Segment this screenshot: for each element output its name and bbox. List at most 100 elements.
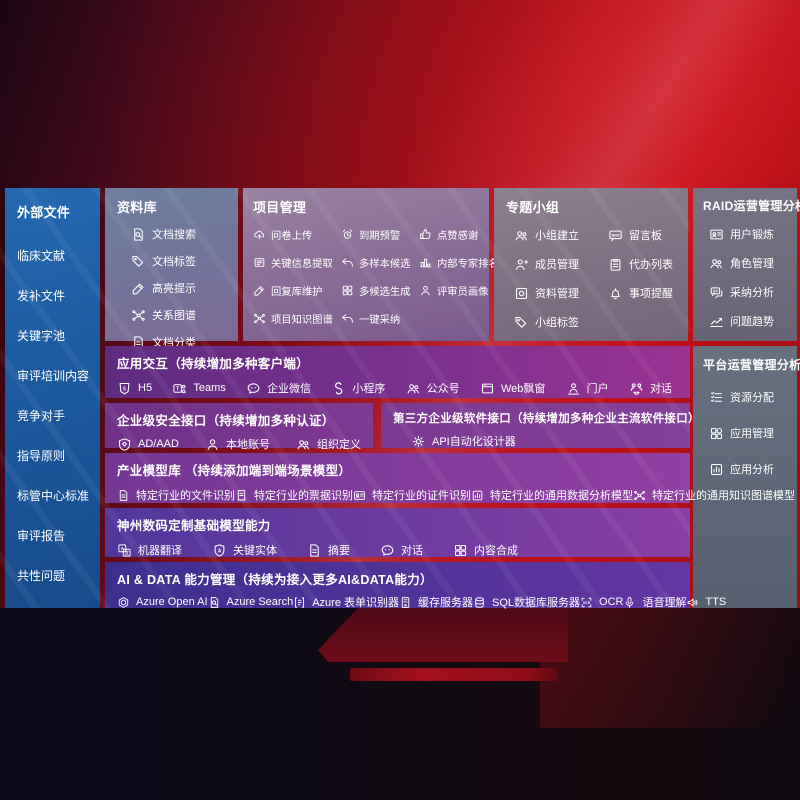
chart-frame-icon [471,489,484,502]
person-badge-icon [205,437,220,452]
chat-qa-icon [709,285,724,300]
sidebar-item-common-issues: 共性问题 [17,569,66,583]
item-label: 小程序 [352,383,386,395]
item-label: 角色管理 [730,258,774,270]
org-people-icon [296,437,311,452]
library-item: 关系图谱 [131,307,230,323]
knowledge-graph-icon [253,312,266,325]
industry-models-row: 产业模型库 （持续添加端到端场景模型） 特定行业的文件识别 特定行业的票据识别 … [105,453,795,503]
foundation-models-row: 神州数码定制基础模型能力 机器翻译 关键实体 摘要 对话 内容合成 [105,508,690,557]
item-label: 小组标签 [535,317,579,329]
item-label: 企业微信 [267,383,312,395]
list-icon [709,390,724,405]
item-label: API自动化设计器 [432,436,516,448]
h5-icon [117,381,132,396]
reply-arrow-icon [341,256,354,269]
row-title: 神州数码定制基础模型能力 [117,519,271,533]
group-item: 事项提醒 [608,285,682,301]
panel-title: 平台运营管理分析 [703,358,800,372]
app-interaction-row: 应用交互（持续增加多种客户端） H5 Teams 企业微信 小程序 公众号 We… [105,346,690,398]
document-icon [307,543,322,558]
item-label: 留言板 [629,230,662,242]
chat-bubble-icon [380,543,395,558]
item-label: 应用管理 [730,428,774,440]
sidebar-item-review-reports: 审评报告 [17,529,66,543]
panel-title: 资料库 [117,200,157,215]
sidebar-item-center-standards: 标管中心标准 [17,489,90,503]
wechat-icon [246,381,261,396]
person-plus-icon [514,257,529,272]
server-icon [399,596,412,609]
knowledge-graph-icon [131,308,146,323]
item-label: 多样本候选 [359,259,411,270]
item-label: 多候选生成 [359,287,411,298]
item-label: 到期预警 [359,231,401,242]
platform-item: 应用管理 [709,425,793,441]
item-label: 对话 [649,383,672,395]
service-item: Azure Search [208,596,293,609]
reply-arrow-icon [341,312,354,325]
item-label: 资料管理 [535,288,579,300]
raid-item: 问题趋势 [709,313,793,329]
row-title: 应用交互（持续增加多种客户端） [117,357,310,371]
library-item: 文档标签 [131,253,230,269]
model-item: 特定行业的通用知识图谱模型 [633,487,795,503]
project-item: 回复库维护 [253,283,341,298]
item-label: 问题趋势 [730,316,774,328]
auth-item: AD/AAD [117,437,179,452]
item-label: 事项提醒 [629,288,673,300]
item-label: 机器翻译 [138,545,182,557]
item-label: 特定行业的通用知识图谱模型 [652,490,795,502]
alarm-icon [341,228,354,241]
model-item: 特定行业的文件识别 [117,487,235,503]
item-label: 摘要 [328,545,350,557]
id-card-icon [353,489,366,502]
microphone-icon [623,596,636,609]
api-gear-icon [411,434,426,449]
receipt-icon [235,489,248,502]
item-label: 小组建立 [535,230,579,242]
auth-item: 本地账号 [205,436,270,452]
auth-item: 组织定义 [296,436,361,452]
client-item: 企业微信 [246,380,311,396]
platform-analysis-panel: 平台运营管理分析 资源分配 应用管理 应用分析 [693,346,800,608]
raid-item: 采纳分析 [709,284,793,300]
item-label: 评审员画像 [437,287,489,298]
topic-groups-panel: 专题小组 小组建立 留言板 成员管理 代办列表 资料管理 事项提醒 小组标签 [494,188,688,341]
speaker-icon [686,596,699,609]
item-label: 采纳分析 [730,287,774,299]
row-title: 第三方企业级软件接口（持续增加多种企业主流软件接口） [393,413,700,425]
item-label: Web飘窗 [500,383,546,395]
form-recognizer-icon [293,596,306,609]
bell-icon [608,286,623,301]
client-item: 对话 [629,380,672,396]
item-label: 回复库维护 [271,287,323,298]
capability-item: 机器翻译 [117,542,182,558]
capability-item: 对话 [380,542,423,558]
external-files-panel: 外部文件 临床文献 发补文件 关键字池 审评培训内容 竞争对手 指导原则 标管中… [5,188,100,608]
clipboard-icon [608,257,623,272]
apps-grid-icon [709,426,724,441]
group-item: 留言板 [608,227,682,243]
project-item: 一键采纳 [341,311,419,326]
item-label: 项目知识图谱 [271,315,333,326]
item-label: Azure Open AI [136,596,208,608]
thirdparty-interface-row: 第三方企业级软件接口（持续增加多种企业主流软件接口） API自动化设计器 [381,403,700,449]
item-label: 问卷上传 [271,231,313,242]
item-label: 组织定义 [316,439,361,451]
item-label: H5 [138,382,153,394]
sidebar-item-supplement-files: 发补文件 [17,289,66,303]
cloud-upload-icon [253,228,266,241]
project-item: 项目知识图谱 [253,311,341,326]
raid-item: 角色管理 [709,255,793,271]
portal-person-icon [566,381,581,396]
row-title: 企业级安全接口（持续增加多种认证） [117,414,335,428]
knowledge-graph-icon [633,489,646,502]
sidebar-item-review-training: 审评培训内容 [17,369,90,383]
client-item: 小程序 [331,380,385,396]
row-title: 产业模型库 （持续添加端到端场景模型） [117,464,352,478]
item-label: 语音理解 [642,597,687,609]
thumbs-up-icon [419,228,432,241]
client-item: 门户 [566,380,609,396]
item-label: TTS [705,596,727,608]
